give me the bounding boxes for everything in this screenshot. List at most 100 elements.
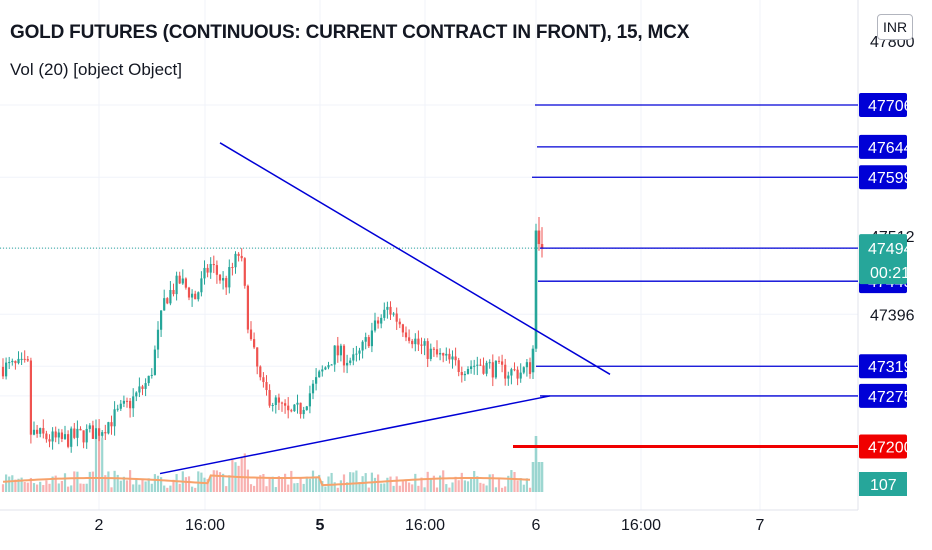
volume-bars [1, 431, 544, 492]
volume-bar [311, 470, 315, 492]
volume-bar [448, 487, 451, 492]
candle-body [404, 332, 408, 338]
candle-body [209, 263, 212, 273]
volume-bar [107, 471, 110, 492]
candle-body [324, 367, 327, 370]
volume-bar [454, 476, 457, 492]
volume-bar [439, 475, 442, 492]
candle-body [311, 383, 315, 394]
candle-body [135, 392, 138, 397]
candle-body [497, 360, 501, 362]
volume-bar [442, 470, 445, 492]
lower-trendline [159, 395, 551, 475]
volume-bar [463, 480, 466, 492]
candle-body [426, 341, 429, 359]
candle-body [200, 278, 203, 293]
currency-badge[interactable]: INR [877, 14, 913, 40]
candle-body [491, 362, 494, 378]
volume-bar [141, 478, 144, 492]
candle-body [299, 402, 302, 415]
candle-body [420, 344, 423, 346]
volume-bar [268, 477, 271, 492]
volume-bar [389, 476, 392, 492]
volume-bar [380, 483, 383, 492]
volume-bar [218, 472, 222, 492]
volume-bar [1, 484, 5, 492]
volume-bar [82, 483, 85, 492]
candle-body [14, 360, 17, 364]
volume-bar [346, 482, 349, 492]
candle-body [463, 373, 466, 376]
candle-body [82, 430, 85, 443]
volume-bar [491, 474, 494, 492]
time-tick-label: 16:00 [405, 517, 445, 534]
volume-bar [414, 473, 417, 492]
candle-body [364, 337, 367, 342]
volume-bar [17, 478, 20, 492]
candle-body [20, 358, 23, 360]
volume-bar [11, 475, 14, 492]
level-tag-47644-bg [859, 134, 907, 159]
volume-bar [240, 457, 243, 492]
candle-body [67, 434, 70, 447]
candle-body [305, 406, 308, 410]
candle-body [246, 285, 249, 330]
candle-body [358, 350, 361, 354]
volume-bar [398, 485, 401, 492]
candle-body [234, 253, 237, 268]
volume-bar [513, 471, 516, 492]
candle-body [392, 313, 395, 315]
candle-body [85, 428, 88, 443]
level-tag-47644: 47644 [868, 140, 913, 157]
volume-bar [408, 482, 411, 492]
candle-body [274, 397, 277, 405]
candle-body [454, 356, 457, 361]
candle-body [361, 341, 364, 351]
candle-body [70, 428, 73, 447]
candle-body [442, 353, 445, 356]
volume-bar [119, 480, 122, 492]
candle-body [519, 372, 522, 379]
volume-bar [206, 479, 209, 492]
volume-bar [184, 477, 187, 492]
candle-body [94, 428, 98, 439]
candle-body [181, 278, 184, 284]
volume-bar [373, 477, 377, 492]
volume-bar [420, 477, 423, 492]
candle-body [218, 274, 222, 281]
candle-body [321, 369, 324, 372]
candle-body [51, 431, 54, 442]
volume-bar [284, 473, 287, 492]
volume-bar [299, 477, 302, 492]
volume-bar [386, 477, 389, 492]
volume-bar [540, 462, 544, 492]
last-price-value: 47494 [868, 241, 913, 258]
volume-bar [280, 478, 284, 492]
candle-body [36, 429, 39, 434]
volume-bar [54, 475, 57, 492]
candle-body [327, 365, 330, 368]
candle-body [398, 321, 401, 325]
candle-body [479, 364, 482, 366]
volume-bar [116, 474, 119, 492]
candle-body [516, 369, 519, 379]
last-price-tag-bg [859, 234, 907, 285]
volume-bar [293, 483, 296, 492]
candle-body [48, 439, 51, 442]
candle-body [367, 337, 370, 347]
volume-bar [470, 478, 473, 492]
candle-body [290, 410, 293, 412]
volume-bar [504, 486, 507, 492]
volume-bar [169, 485, 172, 492]
volume-bar [287, 484, 290, 492]
candle-body [342, 345, 346, 366]
candle-body [243, 258, 246, 286]
volume-bar [265, 486, 268, 492]
volume-bar [411, 484, 414, 492]
volume-bar [401, 481, 404, 492]
volume-bar [172, 479, 175, 492]
volume-bar [98, 435, 101, 492]
volume-bar [42, 485, 45, 492]
volume-bar [101, 437, 104, 492]
